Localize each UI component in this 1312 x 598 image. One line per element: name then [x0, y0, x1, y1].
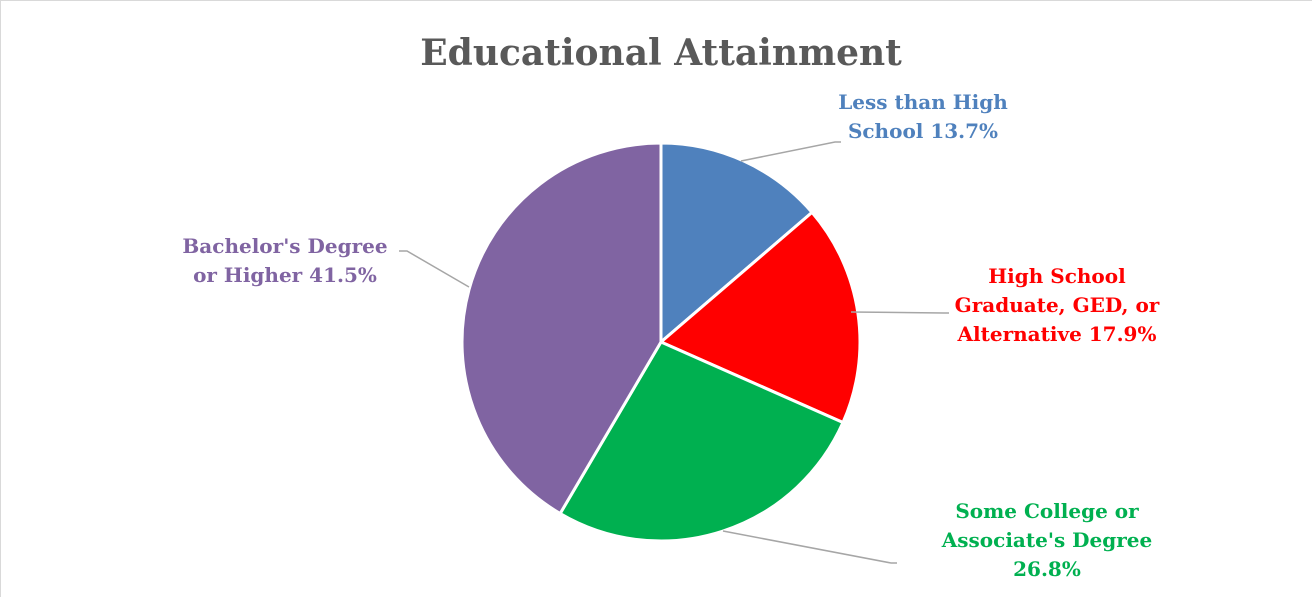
data-label-line: 26.8% — [1013, 557, 1081, 581]
data-label-line: Alternative 17.9% — [957, 322, 1157, 346]
chart-title: Educational Attainment — [420, 32, 902, 74]
data-label-line: Graduate, GED, or — [955, 293, 1160, 317]
leader-line-3 — [722, 530, 897, 564]
data-label-line: or Higher 41.5% — [193, 263, 377, 287]
data-label-3: Some College or Associate's Degree 26.8% — [941, 499, 1152, 581]
data-label-4: Bachelor's Degree or Higher 41.5% — [182, 234, 387, 287]
pie-slice-1 — [659, 141, 815, 346]
data-label-line: School 13.7% — [848, 119, 998, 143]
data-label-line: Some College or — [955, 499, 1139, 523]
data-label-1: Less than High School 13.7% — [838, 90, 1008, 143]
leader-line-2 — [850, 311, 949, 314]
leader-line-1 — [740, 141, 841, 162]
pie-slice-4 — [460, 141, 663, 516]
leader-lines — [399, 141, 949, 564]
data-label-line: Bachelor's Degree — [182, 234, 387, 258]
data-label-line: Associate's Degree — [941, 528, 1152, 552]
data-labels: Less than High School 13.7% High School Gra… — [182, 90, 1159, 581]
pie-slices — [460, 141, 862, 543]
data-label-line: High School — [988, 264, 1126, 288]
data-label-line: Less than High — [838, 90, 1008, 114]
pie-slice-3 — [558, 340, 845, 543]
leader-line-4 — [399, 250, 470, 288]
pie-slice-2 — [658, 210, 862, 425]
data-label-2: High School Graduate, GED, or Alternative … — [955, 264, 1160, 346]
